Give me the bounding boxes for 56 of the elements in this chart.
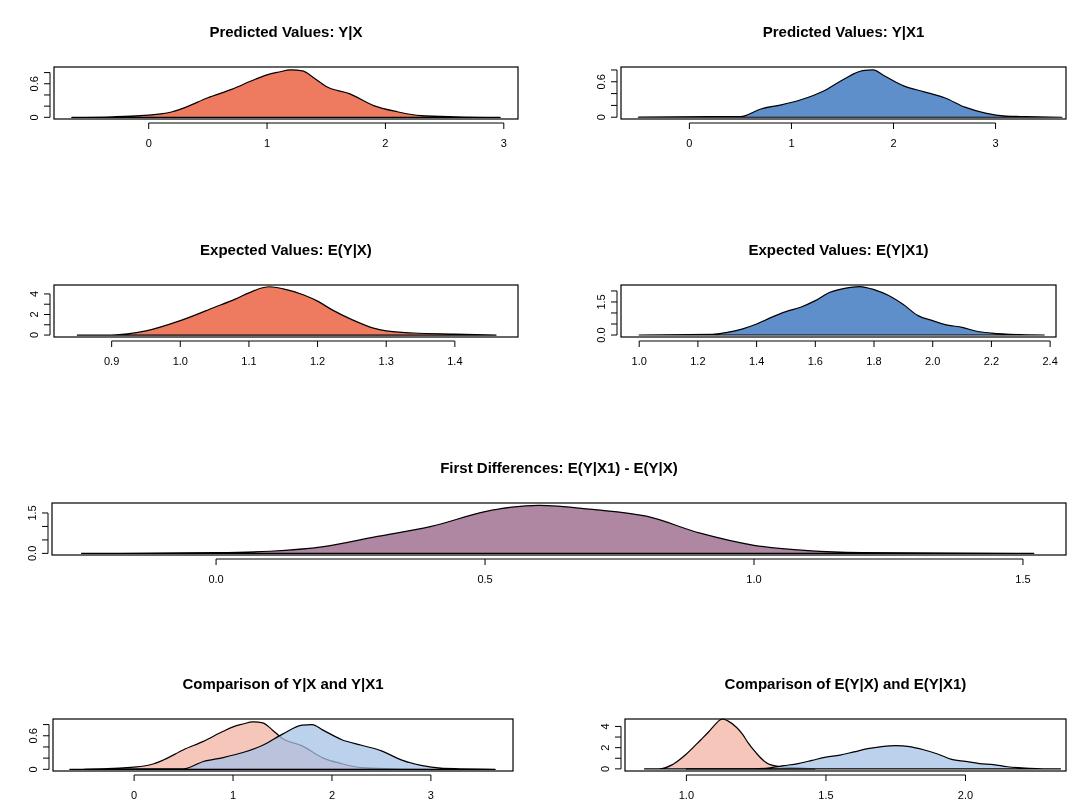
chart-title: Comparison of E(Y|X) and E(Y|X1) [724,675,967,692]
x-tick-label: 1.0 [678,789,695,801]
x-tick-label: 2 [328,789,336,801]
x-tick-label: 1.6 [807,355,823,367]
x-tick-label: 3 [500,137,507,149]
x-tick-label: 1.2 [690,355,706,367]
y-tick-label: 0.0 [26,545,38,562]
x-tick-label: 0.5 [477,573,493,585]
x-tick-label: 1.5 [818,789,834,801]
chart-title: Expected Values: E(Y|X) [200,241,372,258]
x-tick-label: 2 [890,137,897,149]
x-tick-label: 1.1 [241,355,257,367]
x-tick-label: 0.9 [104,355,120,367]
y-tick-label: 0.6 [27,728,39,744]
x-tick-label: 0 [686,137,693,149]
x-tick-label: 0 [145,137,152,149]
chart-title: Predicted Values: Y|X1 [762,23,925,40]
y-tick-label: 0.6 [595,74,607,90]
y-tick-label: 0.6 [28,76,40,92]
x-tick-label: 0.0 [208,573,224,585]
y-tick-label: 1.5 [595,294,607,310]
x-tick-label: 1.0 [746,573,762,585]
y-tick-label: 0.0 [595,327,607,343]
y-tick-label: 2 [599,744,611,751]
x-tick-label: 0 [131,789,138,801]
x-tick-label: 1.5 [1015,573,1031,585]
x-tick-label: 1.0 [631,355,647,367]
y-tick-label: 4 [28,290,40,297]
x-tick-label: 1 [229,789,237,801]
y-tick-label: 0 [28,331,40,339]
x-tick-label: 1.0 [172,355,188,367]
x-tick-label: 3 [992,137,999,149]
y-tick-label: 4 [599,723,611,730]
x-tick-label: 1.4 [447,355,463,367]
x-tick-label: 1 [264,137,271,149]
chart-title: Comparison of Y|X and Y|X1 [182,675,384,692]
y-tick-label: 2 [28,311,40,318]
x-tick-label: 3 [427,789,434,801]
chart-title: Expected Values: E(Y|X1) [748,241,929,258]
chart-title: Predicted Values: Y|X [209,23,363,40]
x-tick-label: 2.0 [925,355,941,367]
x-tick-label: 1.4 [748,355,765,367]
x-tick-label: 1.8 [866,355,882,367]
x-tick-label: 1 [788,137,795,149]
x-tick-label: 2 [382,137,389,149]
y-tick-label: 0 [595,114,607,121]
x-tick-label: 1.2 [309,355,326,367]
chart-title: First Differences: E(Y|X1) - E(Y|X) [440,459,678,476]
y-tick-label: 1.5 [26,505,38,521]
y-tick-label: 0 [599,765,611,772]
x-tick-label: 2.0 [957,789,974,801]
x-tick-label: 2.2 [983,355,1000,367]
y-tick-label: 0 [28,114,40,121]
x-tick-label: 2.4 [1042,355,1058,367]
x-tick-label: 1.3 [378,355,394,367]
y-tick-label: 0 [27,766,39,773]
